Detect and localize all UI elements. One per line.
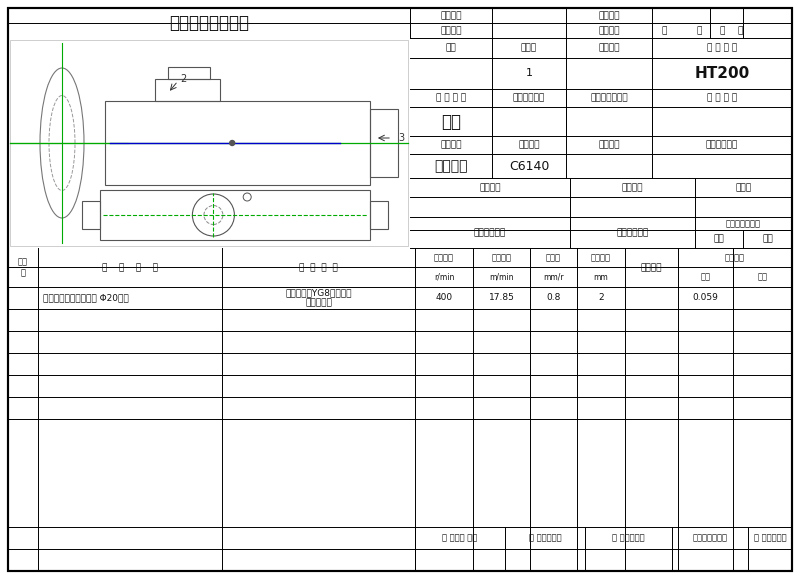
Bar [82,201,100,229]
Text: m/min: m/min [490,273,514,281]
Text: 毛坑外形尺寸: 毛坑外形尺寸 [513,93,545,102]
Text: 校 对（日期）: 校 对（日期） [529,533,562,543]
Text: 主轴转速: 主轴转速 [434,253,454,262]
Text: 设备型号: 设备型号 [518,141,540,149]
Text: mm: mm [594,273,608,281]
Text: 毛 坑 种 类: 毛 坑 种 类 [436,93,466,102]
Text: 设 计（日 期）: 设 计（日 期） [442,533,478,543]
Text: 17.85: 17.85 [489,294,514,302]
Text: 0.059: 0.059 [693,294,718,302]
Text: 车间: 车间 [446,43,456,53]
Bar [10,40,408,246]
Text: 400: 400 [435,294,453,302]
Text: 每 台 件 数: 每 台 件 数 [707,93,737,102]
Text: 工步
号: 工步 号 [18,258,28,277]
Bar [100,190,370,240]
Bar [105,101,370,185]
Text: 1: 1 [526,68,533,79]
Text: 设备名称: 设备名称 [440,141,462,149]
Text: 2: 2 [598,294,604,302]
Text: 标准化（日期）: 标准化（日期） [693,533,727,543]
Text: 进给次数: 进给次数 [641,263,662,272]
Text: 单件: 单件 [762,234,773,244]
Text: 每毛坑可制件数: 每毛坑可制件数 [590,93,628,102]
Text: 审 核（日期）: 审 核（日期） [612,533,645,543]
Text: 工序工时（分）: 工序工时（分） [726,219,761,228]
Text: 机械加工工序卡片: 机械加工工序卡片 [169,14,249,32]
Text: 页: 页 [697,26,702,35]
Text: 工位器具编号: 工位器具编号 [474,228,506,237]
Text: 切削液: 切削液 [735,183,751,192]
Text: mm/r: mm/r [543,273,564,281]
Text: 夹具编号: 夹具编号 [479,183,501,192]
Text: 切削速度: 切削速度 [491,253,511,262]
Text: 工序名称: 工序名称 [598,43,620,53]
Text: 以外圆面与右端面，车 Φ20端面: 以外圆面与右端面，车 Φ20端面 [43,294,129,302]
Text: 页: 页 [738,26,743,35]
Text: 卧式车床: 卧式车床 [434,159,468,173]
Text: 准终: 准终 [714,234,724,244]
Text: 会 签（日期）: 会 签（日期） [754,533,786,543]
Text: C6140: C6140 [509,159,549,173]
Text: 材 料 牌 号: 材 料 牌 号 [707,43,737,53]
Text: 0.8: 0.8 [546,294,561,302]
Text: 工位器具名称: 工位器具名称 [616,228,649,237]
Text: 共: 共 [662,26,667,35]
Bar [370,109,398,177]
Text: 工步工时: 工步工时 [725,253,745,262]
Text: 设备编号: 设备编号 [598,141,620,149]
Text: 夹具名称: 夹具名称 [622,183,643,192]
Text: 第: 第 [720,26,726,35]
Text: 工序号: 工序号 [521,43,537,53]
Text: 产品型号: 产品型号 [440,11,462,20]
Text: 进给量: 进给量 [546,253,561,262]
Text: 切削深度: 切削深度 [591,253,611,262]
Bar [370,201,388,229]
Text: HT200: HT200 [694,66,750,81]
Bar [168,67,210,79]
Circle shape [230,141,234,145]
Text: 工  艺  装  备: 工 艺 装 备 [299,263,338,272]
Text: 专用夹具，YG8，游标卡
尺，配重块: 专用夹具，YG8，游标卡 尺，配重块 [286,288,352,307]
Text: 零件图号: 零件图号 [598,11,620,20]
Bar [155,79,220,101]
Text: 零件名称: 零件名称 [598,26,620,35]
Text: r/min: r/min [434,273,454,281]
Text: 产品名称: 产品名称 [440,26,462,35]
Text: 2: 2 [180,74,186,84]
Text: 同时加工件数: 同时加工件数 [706,141,738,149]
Text: 3: 3 [398,133,404,143]
Text: 铸件: 铸件 [441,112,461,130]
Text: 辅助: 辅助 [758,273,767,281]
Text: 工    步    内    容: 工 步 内 容 [102,263,158,272]
Text: 机动: 机动 [701,273,710,281]
